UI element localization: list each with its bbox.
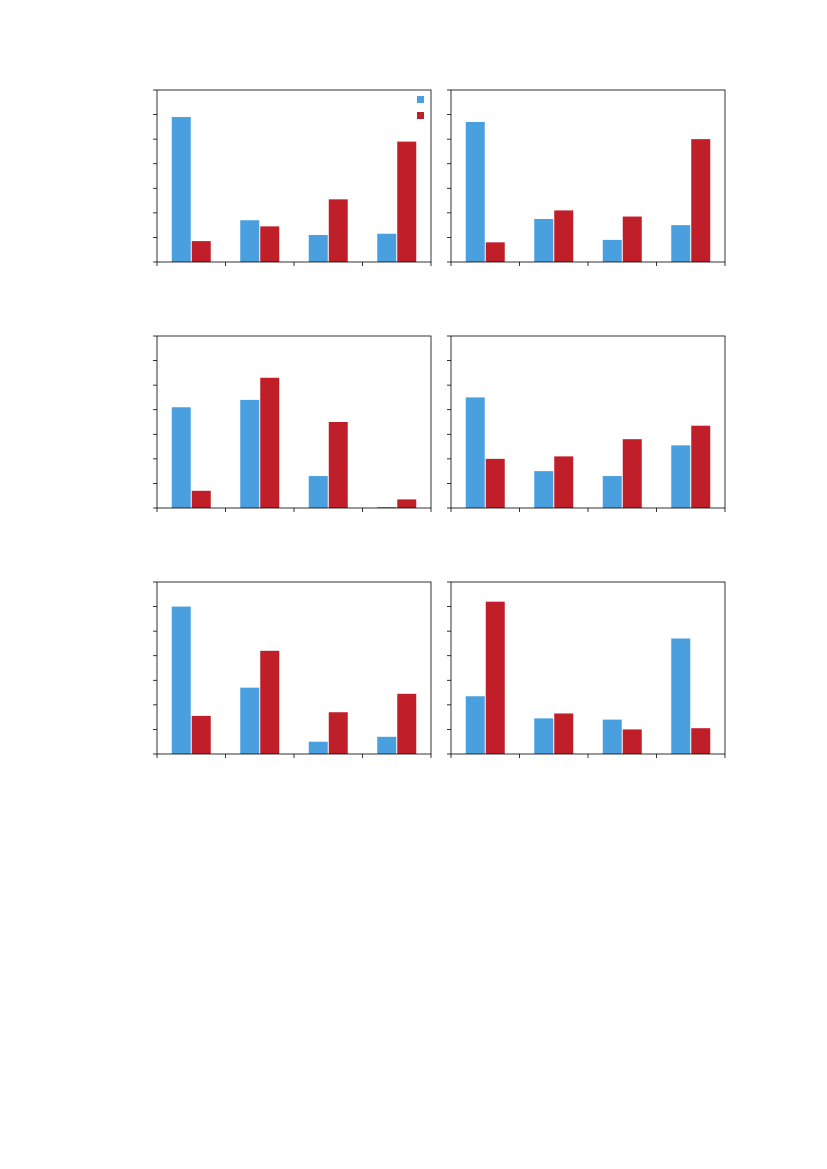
bar-series-1-cat-2 [534, 219, 554, 262]
bar-series-2-cat-1 [485, 458, 505, 508]
plot-frame [450, 335, 726, 509]
bar-series-1-cat-2 [534, 718, 554, 754]
legend-swatch-series-1 [417, 96, 424, 103]
bar-series-2-cat-2 [554, 210, 574, 262]
bar-series-2-cat-3 [328, 712, 348, 754]
bar-series-2-cat-2 [554, 456, 574, 508]
bar-series-2-cat-2 [260, 650, 280, 754]
bar-series-2-cat-3 [328, 199, 348, 262]
bar-series-1-cat-3 [602, 476, 622, 508]
bar-series-1-cat-1 [171, 117, 191, 262]
legend-swatch-series-2 [417, 112, 424, 119]
bar-series-1-cat-4 [377, 736, 397, 754]
bar-series-2-cat-3 [328, 422, 348, 508]
bar-series-1-cat-1 [465, 397, 485, 508]
bar-series-1-cat-3 [308, 234, 328, 262]
bar-series-2-cat-2 [554, 713, 574, 754]
bar-series-1-cat-4 [671, 445, 691, 508]
bar-series-2-cat-1 [485, 242, 505, 262]
plot-frame [450, 581, 726, 755]
bar-series-2-cat-1 [191, 490, 211, 508]
bar-series-2-cat-2 [260, 226, 280, 262]
bar-series-1-cat-3 [602, 239, 622, 262]
bar-series-1-cat-4 [671, 638, 691, 754]
bar-series-1-cat-4 [671, 225, 691, 262]
bar-series-1-cat-2 [240, 399, 260, 508]
plot-frame [450, 89, 726, 263]
bar-series-1-cat-1 [465, 121, 485, 262]
plot-frame [156, 335, 432, 509]
chart-panel-3 [153, 335, 432, 512]
bar-series-2-cat-3 [622, 729, 642, 754]
bar-series-2-cat-2 [260, 377, 280, 508]
bar-series-1-cat-2 [240, 220, 260, 262]
bar-series-2-cat-4 [397, 141, 417, 262]
bar-series-2-cat-4 [691, 139, 711, 262]
plot-frame [156, 89, 432, 263]
chart-panel-4 [447, 335, 726, 512]
chart-panel-5 [153, 581, 432, 758]
bar-series-2-cat-3 [622, 439, 642, 508]
chart-panel-6 [447, 581, 726, 758]
bar-series-1-cat-4 [377, 507, 397, 508]
bar-series-1-cat-1 [465, 696, 485, 754]
bar-series-1-cat-2 [240, 687, 260, 754]
bar-series-2-cat-3 [622, 216, 642, 262]
bar-series-1-cat-3 [308, 741, 328, 754]
bar-series-2-cat-4 [397, 693, 417, 754]
chart-panel-1 [153, 89, 432, 266]
bar-series-1-cat-3 [602, 719, 622, 754]
bar-series-2-cat-4 [691, 728, 711, 754]
bar-series-1-cat-2 [534, 471, 554, 508]
bar-series-2-cat-1 [191, 241, 211, 262]
chart-panel-2 [447, 89, 726, 266]
bar-series-1-cat-1 [171, 606, 191, 754]
plot-frame [156, 581, 432, 755]
bar-series-1-cat-4 [377, 233, 397, 262]
bar-series-2-cat-4 [691, 425, 711, 508]
bar-series-1-cat-1 [171, 407, 191, 508]
bar-series-1-cat-3 [308, 476, 328, 508]
bar-series-2-cat-1 [191, 715, 211, 754]
bar-series-2-cat-4 [397, 499, 417, 508]
bar-series-2-cat-1 [485, 601, 505, 754]
